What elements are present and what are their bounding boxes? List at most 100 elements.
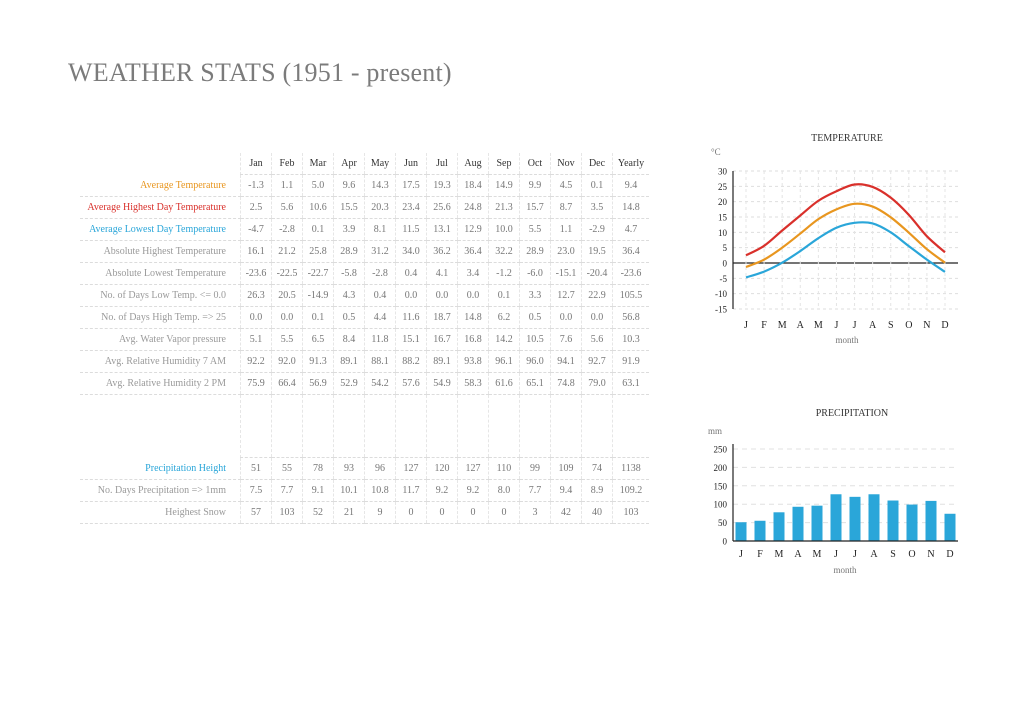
y-tick-label: -15 <box>715 305 727 315</box>
table-cell: 0.0 <box>240 306 272 329</box>
precipitation-bar <box>868 494 880 541</box>
precipitation-bar <box>849 496 861 541</box>
table-cell: 65.1 <box>519 372 551 395</box>
table-cell: 4.3 <box>333 284 365 307</box>
table-cell: 74.8 <box>550 372 582 395</box>
table-cell: 0 <box>457 501 489 524</box>
header-spacer <box>80 153 241 175</box>
table-cell: 31.2 <box>364 240 396 263</box>
table-cell: 5.6 <box>581 328 613 351</box>
table-cell: 1.1 <box>271 174 303 197</box>
row-label: Heighest Snow <box>80 501 241 524</box>
precipitation-bar <box>773 512 785 541</box>
table-cell: -2.8 <box>271 218 303 241</box>
table-cell: 103 <box>612 501 649 524</box>
y-tick-label: 25 <box>718 182 728 192</box>
table-cell: 94.1 <box>550 350 582 373</box>
table-cell: 92.2 <box>240 350 272 373</box>
table-cell: 6.5 <box>302 328 334 351</box>
table-cell: -15.1 <box>550 262 582 285</box>
spacer-cell <box>550 394 582 458</box>
table-cell: 8.9 <box>581 479 613 502</box>
y-tick-label: 150 <box>714 481 728 491</box>
spacer-cell <box>364 394 396 458</box>
table-cell: 22.9 <box>581 284 613 307</box>
table-cell: 14.9 <box>488 174 520 197</box>
table-cell: 57 <box>240 501 272 524</box>
table-cell: 0.1 <box>302 218 334 241</box>
table-cell: 0.0 <box>395 284 427 307</box>
table-cell: 0.1 <box>302 306 334 329</box>
table-cell: 10.3 <box>612 328 649 351</box>
table-cell: 16.7 <box>426 328 458 351</box>
table-cell: 14.8 <box>612 196 649 219</box>
x-tick-label: J <box>834 549 838 560</box>
table-cell: 19.3 <box>426 174 458 197</box>
table-row: No. of Days Low Temp. <= 0.0 26.3 20.5 -14.… <box>80 284 649 307</box>
table-cell: 9.6 <box>333 174 365 197</box>
y-tick-label: 0 <box>723 259 728 269</box>
table-cell: 0.1 <box>488 284 520 307</box>
table-cell: -14.9 <box>302 284 334 307</box>
table-cell: 110 <box>488 457 520 480</box>
table-cell: 0.0 <box>271 306 303 329</box>
column-header: Sep <box>488 153 520 175</box>
y-tick-label: 15 <box>718 213 728 223</box>
table-cell: 8.7 <box>550 196 582 219</box>
table-cell: 4.1 <box>426 262 458 285</box>
table-cell: 11.8 <box>364 328 396 351</box>
x-tick-label: S <box>888 320 894 331</box>
table-cell: 74 <box>581 457 613 480</box>
table-cell: 127 <box>457 457 489 480</box>
weather-stats-table: Jan Feb Mar Apr May Jun Jul Aug Sep Oct Nov Dec Year… <box>80 153 649 524</box>
table-cell: 26.3 <box>240 284 272 307</box>
column-header: Oct <box>519 153 551 175</box>
table-cell: 21.2 <box>271 240 303 263</box>
table-cell: 10.5 <box>519 328 551 351</box>
spacer-cell <box>333 394 365 458</box>
x-tick-label: A <box>870 549 878 560</box>
spacer-cell <box>612 394 649 458</box>
table-cell: 23.0 <box>550 240 582 263</box>
table-cell: 14.8 <box>457 306 489 329</box>
table-cell: 105.5 <box>612 284 649 307</box>
column-header: Jul <box>426 153 458 175</box>
column-header: Apr <box>333 153 365 175</box>
table-cell: 0 <box>426 501 458 524</box>
spacer-cell <box>80 395 241 458</box>
x-tick-label: J <box>744 320 748 331</box>
table-spacer-row <box>80 394 649 458</box>
table-cell: 36.4 <box>612 240 649 263</box>
row-label: Precipitation Height <box>80 457 241 480</box>
table-cell: 0.4 <box>395 262 427 285</box>
table-cell: 89.1 <box>426 350 458 373</box>
table-cell: 8.4 <box>333 328 365 351</box>
table-cell: 89.1 <box>333 350 365 373</box>
table-row: No. Days Precipitation => 1mm 7.5 7.7 9.1 10… <box>80 479 649 502</box>
table-cell: 14.2 <box>488 328 520 351</box>
y-tick-label: 200 <box>714 463 728 473</box>
x-tick-label: J <box>853 549 857 560</box>
table-cell: 92.7 <box>581 350 613 373</box>
table-cell: 8.0 <box>488 479 520 502</box>
table-cell: 15.7 <box>519 196 551 219</box>
y-tick-label: 5 <box>723 243 728 253</box>
series-line-red <box>745 183 946 257</box>
series-line-blue <box>745 221 946 279</box>
column-header: Nov <box>550 153 582 175</box>
x-tick-label: M <box>775 549 784 560</box>
table-cell: 109.2 <box>612 479 649 502</box>
table-cell: 12.9 <box>457 218 489 241</box>
table-cell: 54.2 <box>364 372 396 395</box>
table-cell: 4.7 <box>612 218 649 241</box>
x-tick-label: S <box>890 549 896 560</box>
table-cell: 58.3 <box>457 372 489 395</box>
table-cell: 10.8 <box>364 479 396 502</box>
spacer-cell <box>457 394 489 458</box>
table-cell: 19.5 <box>581 240 613 263</box>
x-tick-label: J <box>739 549 743 560</box>
table-cell: 10.0 <box>488 218 520 241</box>
table-cell: 9 <box>364 501 396 524</box>
x-axis-label: month <box>833 565 857 575</box>
table-cell: 91.3 <box>302 350 334 373</box>
